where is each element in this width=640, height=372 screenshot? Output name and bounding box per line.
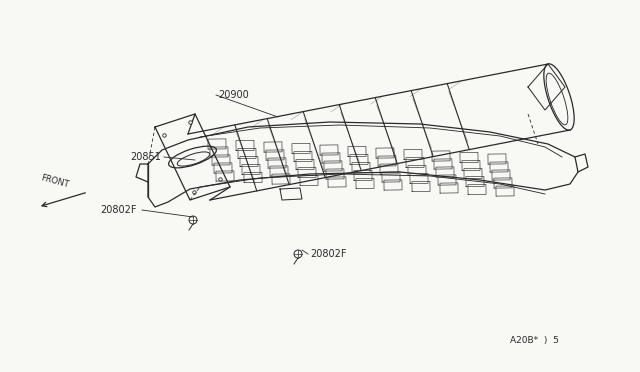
Text: 20851: 20851 (130, 152, 161, 162)
Text: FRONT: FRONT (40, 173, 70, 189)
Text: A20B*  )  5: A20B* ) 5 (510, 336, 559, 344)
Text: 20802F: 20802F (100, 205, 136, 215)
Text: 20802F: 20802F (310, 249, 346, 259)
Text: 20900: 20900 (218, 90, 249, 100)
